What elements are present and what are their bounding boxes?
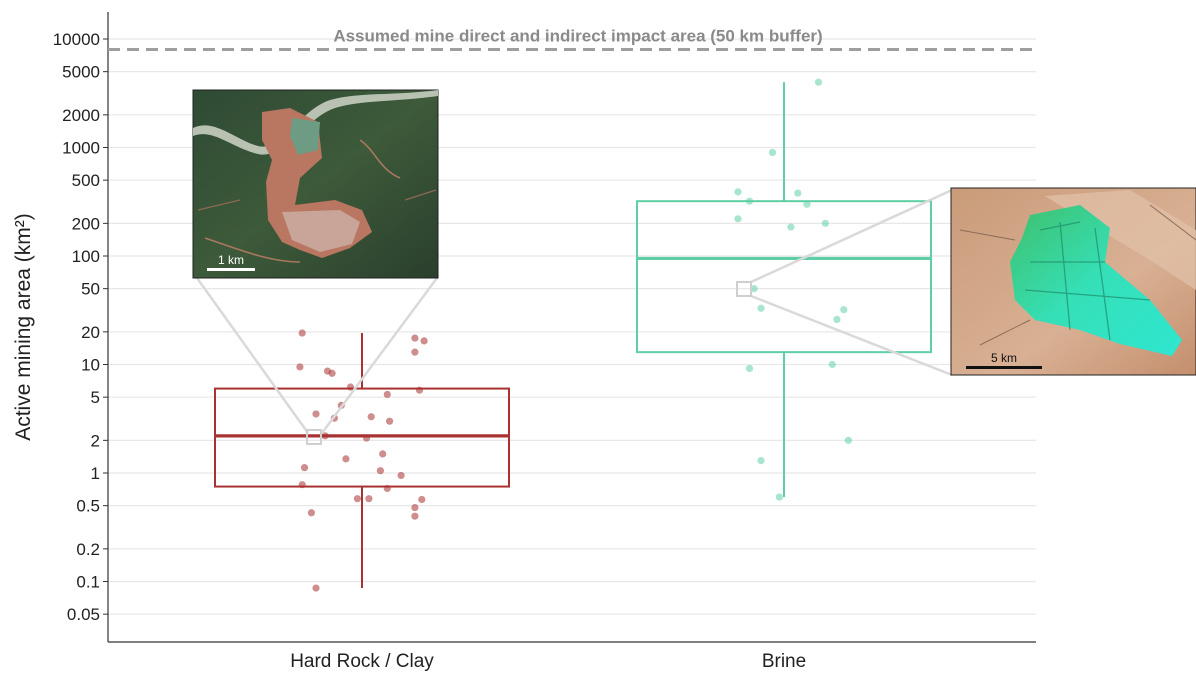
y-tick-label: 200 bbox=[72, 214, 100, 233]
data-point bbox=[757, 457, 765, 465]
data-point bbox=[298, 329, 306, 337]
data-point bbox=[328, 369, 336, 377]
impact-area-threshold-label: Assumed mine direct and indirect impact … bbox=[333, 27, 822, 46]
y-tick-label: 10 bbox=[81, 356, 100, 375]
y-tick-label: 10000 bbox=[53, 30, 100, 49]
inset-connector-lower bbox=[750, 294, 953, 377]
data-point bbox=[768, 148, 777, 157]
y-tick-label: 5 bbox=[91, 388, 100, 407]
data-point bbox=[353, 495, 361, 503]
data-point bbox=[383, 484, 391, 493]
data-point bbox=[346, 383, 355, 391]
data-point bbox=[833, 315, 841, 324]
inset-hard-rock: 1 km bbox=[192, 89, 439, 445]
y-tick-label: 1000 bbox=[62, 139, 100, 158]
inset-brine: 5 km bbox=[736, 187, 1196, 377]
inset-connector-right bbox=[320, 277, 439, 434]
data-point bbox=[376, 467, 384, 475]
data-point bbox=[757, 304, 765, 312]
y-tick-label: 0.05 bbox=[67, 605, 100, 624]
reference-line: Assumed mine direct and indirect impact … bbox=[108, 27, 1036, 52]
data-point bbox=[300, 464, 309, 472]
y-tick-label: 2 bbox=[91, 431, 100, 450]
box-iqr bbox=[214, 387, 510, 488]
data-point bbox=[794, 189, 802, 197]
x-tick-label-brine: Brine bbox=[762, 651, 806, 672]
x-tick-label-hard-rock: Hard Rock / Clay bbox=[290, 651, 434, 672]
data-point bbox=[418, 495, 426, 504]
data-point bbox=[411, 348, 419, 356]
satellite-image-hard-rock-mine: 1 km bbox=[192, 89, 439, 279]
data-point bbox=[411, 512, 419, 520]
data-point bbox=[734, 215, 742, 223]
data-point bbox=[803, 200, 811, 208]
data-point bbox=[363, 434, 371, 442]
data-point bbox=[367, 413, 375, 421]
inset-connector-left bbox=[195, 277, 310, 434]
data-point bbox=[750, 285, 758, 293]
y-tick-label: 2000 bbox=[62, 106, 100, 125]
data-point bbox=[379, 450, 387, 458]
data-point bbox=[844, 436, 853, 444]
y-tick-label: 0.2 bbox=[76, 540, 100, 559]
y-tick-label: 50 bbox=[81, 280, 100, 299]
y-tick-label: 20 bbox=[81, 323, 100, 342]
data-point bbox=[411, 334, 419, 342]
y-tick-label: 5000 bbox=[62, 63, 100, 82]
data-point bbox=[397, 471, 405, 480]
data-point bbox=[787, 223, 795, 231]
inset-highlight-square bbox=[736, 281, 752, 297]
data-point bbox=[745, 364, 754, 373]
data-point bbox=[365, 495, 373, 503]
data-point bbox=[814, 78, 823, 86]
data-point bbox=[828, 360, 836, 369]
y-tick-label: 1 bbox=[91, 464, 100, 483]
data-point bbox=[734, 188, 742, 196]
y-tick-label: 100 bbox=[72, 247, 100, 266]
data-point bbox=[775, 493, 784, 501]
inset-connector-upper bbox=[750, 188, 953, 284]
data-point bbox=[298, 481, 306, 489]
data-point bbox=[312, 410, 320, 418]
y-axis-label: Active mining area (km²) bbox=[12, 213, 35, 441]
data-point bbox=[821, 219, 830, 227]
y-tick-label: 0.1 bbox=[76, 573, 100, 592]
data-point bbox=[745, 197, 754, 205]
y-axis-ticks: 0.05 0.1 0.2 0.5 1 2 5 10 20 50 100 200 500 1000 2000 5… bbox=[53, 30, 108, 624]
y-tick-label: 0.5 bbox=[76, 497, 100, 516]
data-point bbox=[383, 390, 391, 399]
boxplots bbox=[214, 82, 932, 589]
data-point bbox=[411, 503, 419, 512]
inset-highlight-square bbox=[306, 429, 322, 445]
inset-scale-label-hard-rock: 1 km bbox=[218, 253, 244, 267]
inset-scale-label-brine: 5 km bbox=[991, 351, 1017, 365]
data-point bbox=[307, 509, 315, 517]
data-point bbox=[321, 432, 329, 440]
data-point bbox=[840, 306, 848, 314]
data-point bbox=[386, 417, 394, 425]
data-point bbox=[420, 337, 428, 345]
y-tick-label: 500 bbox=[72, 171, 100, 190]
data-point bbox=[296, 363, 304, 371]
box-iqr bbox=[636, 200, 932, 354]
x-axis-ticks: Hard Rock / Clay Brine bbox=[290, 651, 806, 672]
data-point bbox=[312, 584, 320, 592]
data-point bbox=[342, 455, 350, 463]
data-points bbox=[296, 78, 853, 592]
satellite-image-brine-ponds: 5 km bbox=[950, 187, 1196, 376]
data-point bbox=[415, 386, 424, 394]
